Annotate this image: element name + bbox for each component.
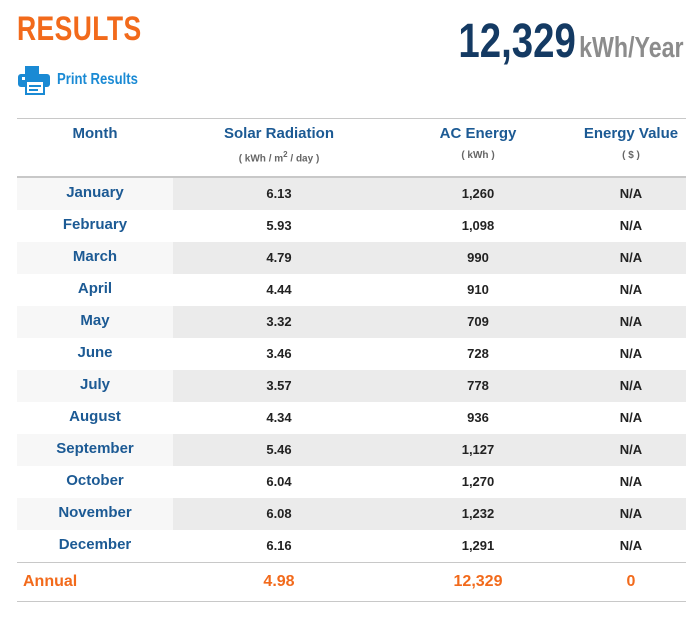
solar-radiation-cell: 3.57 [266, 378, 292, 393]
solar-radiation-cell: 6.16 [266, 538, 292, 553]
solar-radiation-cell: 4.34 [266, 410, 292, 425]
energy-value-cell: N/A [619, 538, 643, 553]
month-cell: July [17, 370, 173, 402]
ac-energy-cell: 990 [467, 250, 489, 265]
solar-radiation-cell: 5.93 [266, 218, 292, 233]
month-cell: January [17, 178, 173, 210]
month-cell: June [77, 344, 113, 361]
ac-energy-cell: 778 [467, 378, 489, 393]
month-cell: May [17, 306, 173, 338]
printer-icon [17, 65, 51, 95]
monthly-results-table: Month Solar Radiation ( kWh / m2 / day )… [17, 118, 686, 602]
column-header-solar-radiation: Solar Radiation ( kWh / m2 / day ) [173, 125, 385, 164]
month-cell: October [66, 472, 124, 489]
table-row: September 5.46 1,127 N/A [17, 434, 686, 466]
table-row: December 6.16 1,291 N/A [17, 530, 686, 562]
month-cell: August [69, 408, 121, 425]
column-unit: ( kWh ) [461, 150, 495, 161]
solar-radiation-cell: 4.79 [266, 250, 292, 265]
table-row: January 6.13 1,260 N/A [17, 178, 686, 210]
annual-total-unit: kWh/Year [579, 32, 684, 64]
table-row: February 5.93 1,098 N/A [17, 210, 686, 242]
column-header-energy-value: Energy Value ( $ ) [571, 125, 686, 161]
month-cell: September [17, 434, 173, 466]
solar-radiation-cell: 5.46 [266, 442, 292, 457]
page-title: RESULTS [17, 10, 142, 48]
column-label: Energy Value [583, 125, 679, 142]
energy-value-cell: N/A [619, 506, 643, 521]
column-label: AC Energy [439, 125, 517, 142]
column-label: Solar Radiation [223, 125, 335, 142]
table-header: Month Solar Radiation ( kWh / m2 / day )… [17, 119, 686, 178]
energy-value-cell: N/A [619, 346, 643, 361]
ac-energy-cell: 1,098 [461, 218, 495, 233]
annual-total: 12,329 kWh/Year [429, 14, 684, 69]
energy-value-cell: N/A [619, 186, 643, 201]
annual-solar-radiation: 4.98 [263, 573, 295, 590]
ac-energy-cell: 936 [467, 410, 489, 425]
ac-energy-cell: 1,260 [461, 186, 495, 201]
energy-value-cell: N/A [619, 442, 643, 457]
print-results-label: Print Results [57, 71, 138, 88]
print-results-button[interactable]: Print Results [17, 64, 156, 96]
annual-ac-energy: 12,329 [453, 573, 503, 590]
table-row: June 3.46 728 N/A [17, 338, 686, 370]
column-label: Month [72, 125, 118, 142]
table-row: March 4.79 990 N/A [17, 242, 686, 274]
column-unit: ( kWh / m2 / day ) [238, 150, 320, 165]
ac-energy-cell: 1,232 [461, 506, 495, 521]
energy-value-cell: N/A [619, 314, 643, 329]
solar-radiation-cell: 6.08 [266, 506, 292, 521]
annual-total-value: 12,329 [457, 15, 576, 68]
column-header-month: Month [17, 125, 173, 142]
ac-energy-cell: 910 [467, 282, 489, 297]
table-row: April 4.44 910 N/A [17, 274, 686, 306]
solar-radiation-cell: 6.04 [266, 474, 292, 489]
annual-label: Annual [23, 573, 78, 590]
column-header-ac-energy: AC Energy ( kWh ) [385, 125, 571, 161]
table-row: July 3.57 778 N/A [17, 370, 686, 402]
ac-energy-cell: 1,270 [461, 474, 495, 489]
table-row: November 6.08 1,232 N/A [17, 498, 686, 530]
annual-energy-value: 0 [626, 573, 636, 590]
energy-value-cell: N/A [619, 250, 643, 265]
ac-energy-cell: 728 [467, 346, 489, 361]
table-row: October 6.04 1,270 N/A [17, 466, 686, 498]
month-cell: February [62, 216, 128, 233]
annual-row: Annual 4.98 12,329 0 [17, 562, 686, 602]
solar-radiation-cell: 6.13 [266, 186, 292, 201]
table-row: August 4.34 936 N/A [17, 402, 686, 434]
month-cell: March [17, 242, 173, 274]
month-cell: December [58, 536, 132, 553]
energy-value-cell: N/A [619, 474, 643, 489]
column-unit: ( $ ) [622, 150, 640, 161]
month-cell: November [17, 498, 173, 530]
solar-radiation-cell: 3.32 [266, 314, 292, 329]
ac-energy-cell: 1,291 [461, 538, 495, 553]
solar-radiation-cell: 4.44 [266, 282, 292, 297]
ac-energy-cell: 1,127 [461, 442, 495, 457]
energy-value-cell: N/A [619, 282, 643, 297]
ac-energy-cell: 709 [467, 314, 489, 329]
month-cell: April [77, 280, 113, 297]
table-row: May 3.32 709 N/A [17, 306, 686, 338]
energy-value-cell: N/A [619, 218, 643, 233]
energy-value-cell: N/A [619, 378, 643, 393]
solar-radiation-cell: 3.46 [266, 346, 292, 361]
energy-value-cell: N/A [619, 410, 643, 425]
